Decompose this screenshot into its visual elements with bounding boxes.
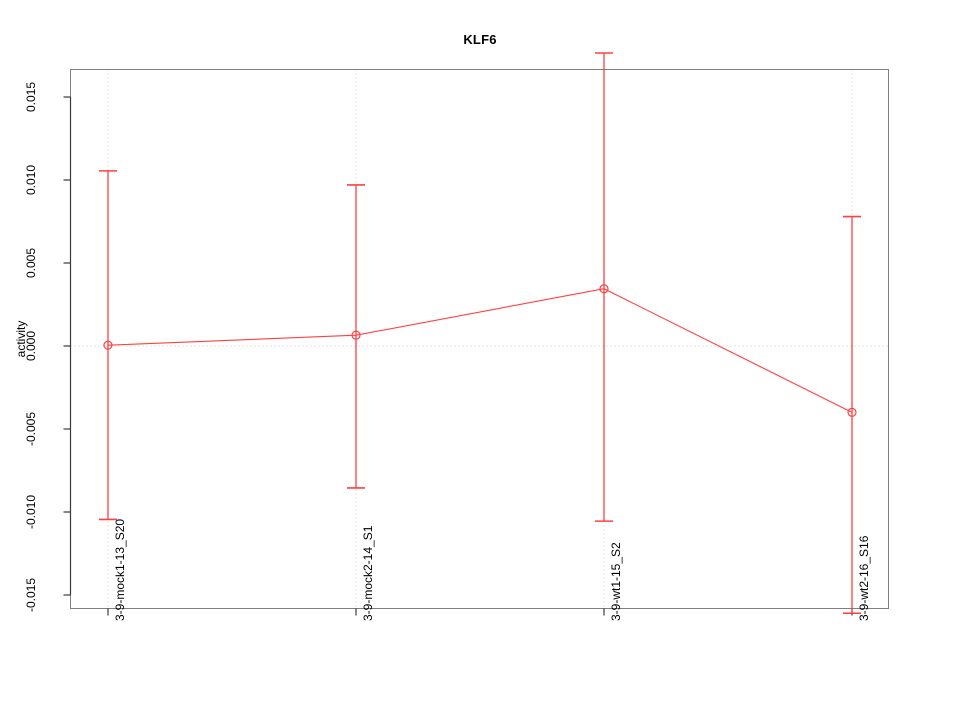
y-axis-title: activity bbox=[14, 320, 28, 358]
data-point-marker bbox=[847, 407, 857, 417]
series-line bbox=[107, 288, 853, 413]
data-point-marker bbox=[103, 340, 113, 350]
page-title: KLF6 bbox=[463, 32, 497, 47]
y-axis-tick-label: 0.005 bbox=[24, 247, 38, 279]
y-axis-tick-label: -0.005 bbox=[24, 411, 38, 447]
x-axis-tick-label: 3-9-mock2-14_S1 bbox=[361, 525, 375, 621]
plot-box-frame bbox=[70, 69, 889, 609]
y-axis-tick-label: -0.015 bbox=[24, 577, 38, 613]
x-axis-tick-label: 3-9-mock1-13_S20 bbox=[113, 518, 127, 621]
data-point-marker bbox=[351, 330, 361, 340]
data-point-marker bbox=[599, 284, 609, 294]
y-axis-tick-label: 0.010 bbox=[24, 164, 38, 196]
y-axis-tick-label: 0.015 bbox=[24, 81, 38, 113]
x-axis-tick-label: 3-9-wt2-16_S16 bbox=[857, 535, 871, 621]
y-axis-tick-label: -0.010 bbox=[24, 494, 38, 530]
x-axis-tick-label: 3-9-wt1-15_S2 bbox=[609, 541, 623, 621]
